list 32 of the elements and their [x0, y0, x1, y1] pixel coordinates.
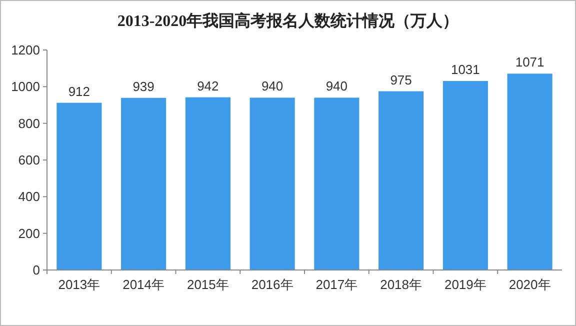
y-tick-label: 0 [32, 262, 40, 278]
x-tick-label: 2016年 [251, 277, 294, 292]
data-label: 940 [261, 78, 284, 94]
x-tick-label: 2014年 [122, 277, 165, 292]
bar [250, 98, 295, 270]
x-tick-label: 2018年 [380, 277, 422, 292]
x-tick-label: 2015年 [186, 277, 229, 292]
bar [378, 91, 424, 270]
data-label: 975 [390, 72, 412, 88]
x-tick-label: 2013年 [58, 277, 100, 292]
bar [185, 97, 230, 270]
y-tick-label: 1200 [11, 42, 40, 58]
bar [56, 102, 102, 270]
y-tick-label: 400 [18, 189, 40, 204]
x-tick-label: 2017年 [316, 277, 358, 292]
data-label: 940 [326, 78, 348, 94]
data-label: 1031 [450, 62, 480, 77]
bar [507, 74, 552, 270]
x-tick-label: 2019年 [444, 277, 486, 292]
x-tick-label: 2020年 [508, 277, 551, 292]
y-tick-label: 1000 [11, 79, 40, 94]
bar [121, 98, 166, 270]
data-label: 942 [197, 78, 219, 94]
y-tick-label: 800 [18, 116, 40, 131]
data-label: 1071 [515, 54, 544, 70]
bar [442, 80, 488, 270]
data-label: 939 [132, 78, 154, 94]
data-label: 912 [68, 84, 90, 99]
y-tick-label: 600 [18, 152, 40, 168]
y-tick-label: 200 [18, 226, 40, 241]
chart-title: 2013-2020年我国高考报名人数统计情况（万人） [117, 11, 459, 30]
bar [314, 98, 360, 270]
